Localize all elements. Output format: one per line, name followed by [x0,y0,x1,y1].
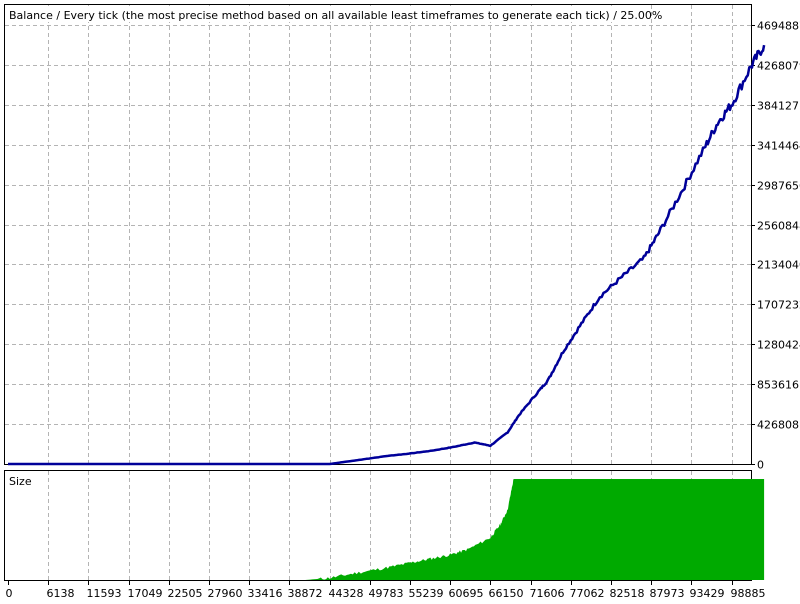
y-tick-label: 2134040 [757,259,800,272]
y-tick-label: 0 [757,459,764,472]
x-tick-label: 44328 [329,587,364,600]
x-tick-label: 55239 [409,587,444,600]
y-tick-label: 3414464 [757,140,800,153]
x-tick-label: 17049 [128,587,163,600]
x-tick-label: 87973 [650,587,685,600]
x-tick-label: 98885 [731,587,766,600]
x-tick-label: 38872 [288,587,323,600]
x-tick-label: 49783 [369,587,404,600]
balance-y-axis: 4694887 4268079 3841271 3414464 2987656 25608… [751,20,800,472]
y-tick-label: 2560848 [757,220,800,233]
x-tick-label: 0 [6,587,13,600]
x-tick-label: 11593 [87,587,122,600]
balance-plot-frame [5,5,752,465]
x-tick-label: 71606 [530,587,565,600]
x-tick-label: 33416 [248,587,283,600]
y-tick-label: 3841271 [757,100,800,113]
balance-panel: 4694887 4268079 3841271 3414464 2987656 25608… [5,5,800,472]
x-axis: 0 6138 11593 17049 22505 27960 33416 38872 44328… [6,581,766,600]
balance-title: Balance / Every tick (the most precise m… [9,9,662,22]
y-tick-label: 4268079 [757,60,800,73]
x-tick-label: 93429 [690,587,725,600]
y-tick-label: 1707232 [757,299,800,312]
x-tick-label: 77062 [570,587,605,600]
x-tick-label: 27960 [208,587,243,600]
x-tick-label: 82518 [610,587,645,600]
x-tick-label: 66150 [489,587,524,600]
y-tick-label: 853616 [757,379,799,392]
x-tick-label: 60695 [449,587,484,600]
x-tick-label: 6138 [47,587,75,600]
size-panel: Size [5,471,765,581]
x-tick-label: 22505 [168,587,203,600]
y-tick-label: 2987656 [757,180,800,193]
size-title: Size [9,475,32,488]
y-tick-label: 4694887 [757,20,800,33]
y-tick-label: 1280424 [757,339,800,352]
y-tick-label: 426808 [757,419,799,432]
